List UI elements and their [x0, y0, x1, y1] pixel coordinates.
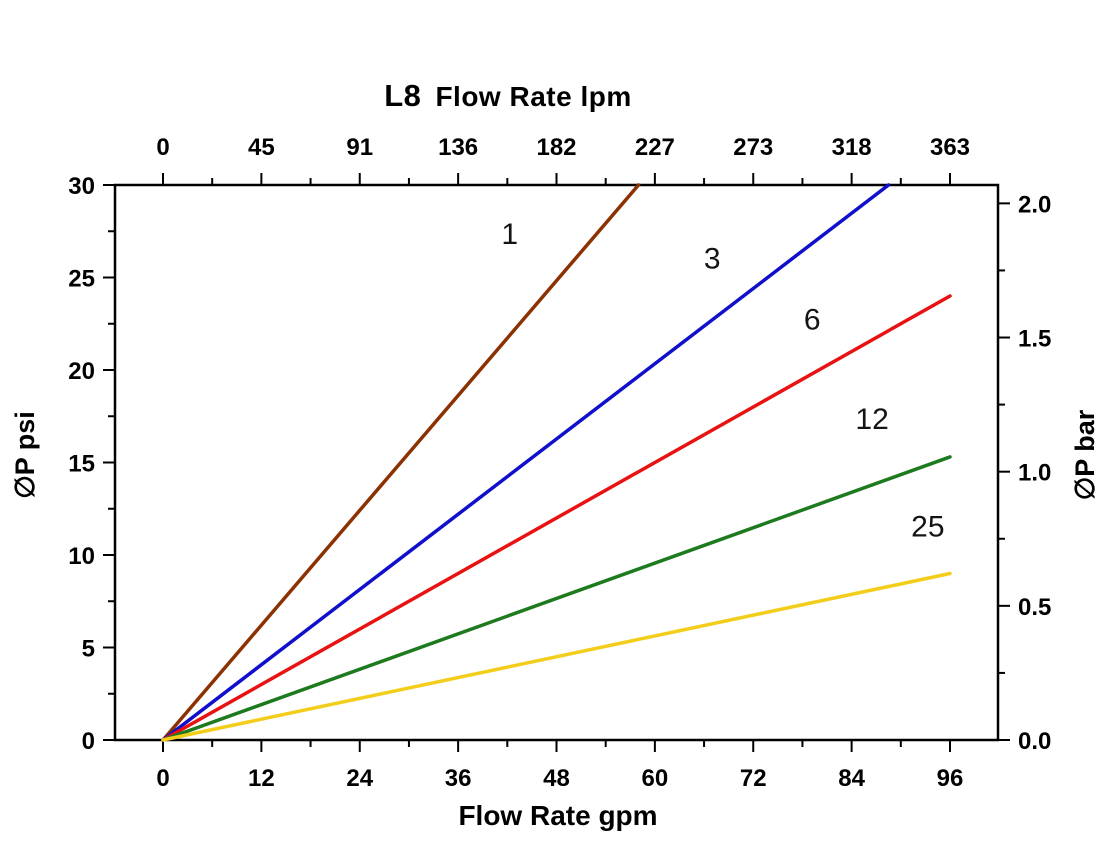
series-line-25 [161, 571, 952, 742]
x-bottom-tick-label: 84 [838, 765, 865, 792]
y-axis-right: 0.0 0.5 1.0 1.5 2.0 [998, 191, 1051, 755]
y-axis-left: 0 5 10 15 20 25 30 [68, 173, 115, 755]
chart-title: L8 Flow Rate lpm [163, 78, 853, 114]
x-bottom-tick-label: 24 [346, 765, 373, 792]
x-axis-bottom: 0 12 24 36 48 60 72 84 96 [156, 740, 963, 792]
y-right-tick-label: 0.5 [1018, 594, 1051, 621]
x-top-tick-label: 136 [438, 134, 478, 161]
x-bottom-tick-label: 48 [543, 765, 570, 792]
y-left-tick-label: 10 [68, 543, 95, 570]
series-6: 6 [161, 294, 952, 742]
y-axis-label-right: ∅P bar [1070, 409, 1100, 501]
y-right-tick-label: 0.0 [1018, 728, 1051, 755]
series-label-6: 6 [804, 303, 821, 336]
x-bottom-tick-label: 72 [740, 765, 767, 792]
series-label-1: 1 [501, 218, 518, 251]
y-left-tick-label: 25 [68, 266, 95, 293]
x-bottom-tick-label: 36 [445, 765, 472, 792]
chart-title-model: L8 [384, 78, 422, 113]
y-axis-label-left: ∅P psi [10, 411, 40, 499]
y-left-tick-label: 30 [68, 173, 95, 200]
series-line-12 [161, 455, 952, 742]
series-line-1 [161, 183, 641, 742]
x-top-tick-label: 182 [536, 134, 576, 161]
y-left-tick-label: 5 [82, 636, 95, 663]
y-left-tick-label: 20 [68, 358, 95, 385]
series-line-6 [161, 294, 952, 742]
series-label-25: 25 [911, 511, 944, 544]
x-top-tick-label: 273 [733, 134, 773, 161]
series-25: 25 [161, 511, 952, 742]
x-bottom-tick-label: 60 [642, 765, 669, 792]
series-12: 12 [161, 403, 952, 742]
y-right-tick-label: 2.0 [1018, 191, 1051, 218]
series-label-3: 3 [704, 242, 721, 275]
x-bottom-tick-label: 96 [937, 765, 964, 792]
x-bottom-tick-label: 12 [248, 765, 275, 792]
chart-title-text: Flow Rate lpm [435, 81, 632, 112]
x-top-tick-label: 91 [346, 134, 373, 161]
series-1: 1 [161, 183, 641, 742]
series-line-3 [161, 183, 891, 742]
x-top-tick-label: 227 [635, 134, 675, 161]
x-top-tick-label: 318 [832, 134, 872, 161]
y-right-tick-label: 1.5 [1018, 326, 1051, 353]
x-axis-label: Flow Rate gpm [458, 800, 658, 831]
y-left-tick-label: 15 [68, 451, 95, 478]
x-top-tick-label: 363 [930, 134, 970, 161]
y-left-tick-label: 0 [82, 728, 95, 755]
series-3: 3 [161, 183, 891, 742]
y-right-tick-label: 1.0 [1018, 460, 1051, 487]
x-axis-top: 0 45 91 136 182 227 273 318 363 [156, 134, 970, 185]
x-bottom-tick-label: 0 [156, 765, 169, 792]
x-top-tick-label: 0 [156, 134, 169, 161]
x-top-tick-label: 45 [248, 134, 275, 161]
series-label-12: 12 [855, 403, 888, 436]
